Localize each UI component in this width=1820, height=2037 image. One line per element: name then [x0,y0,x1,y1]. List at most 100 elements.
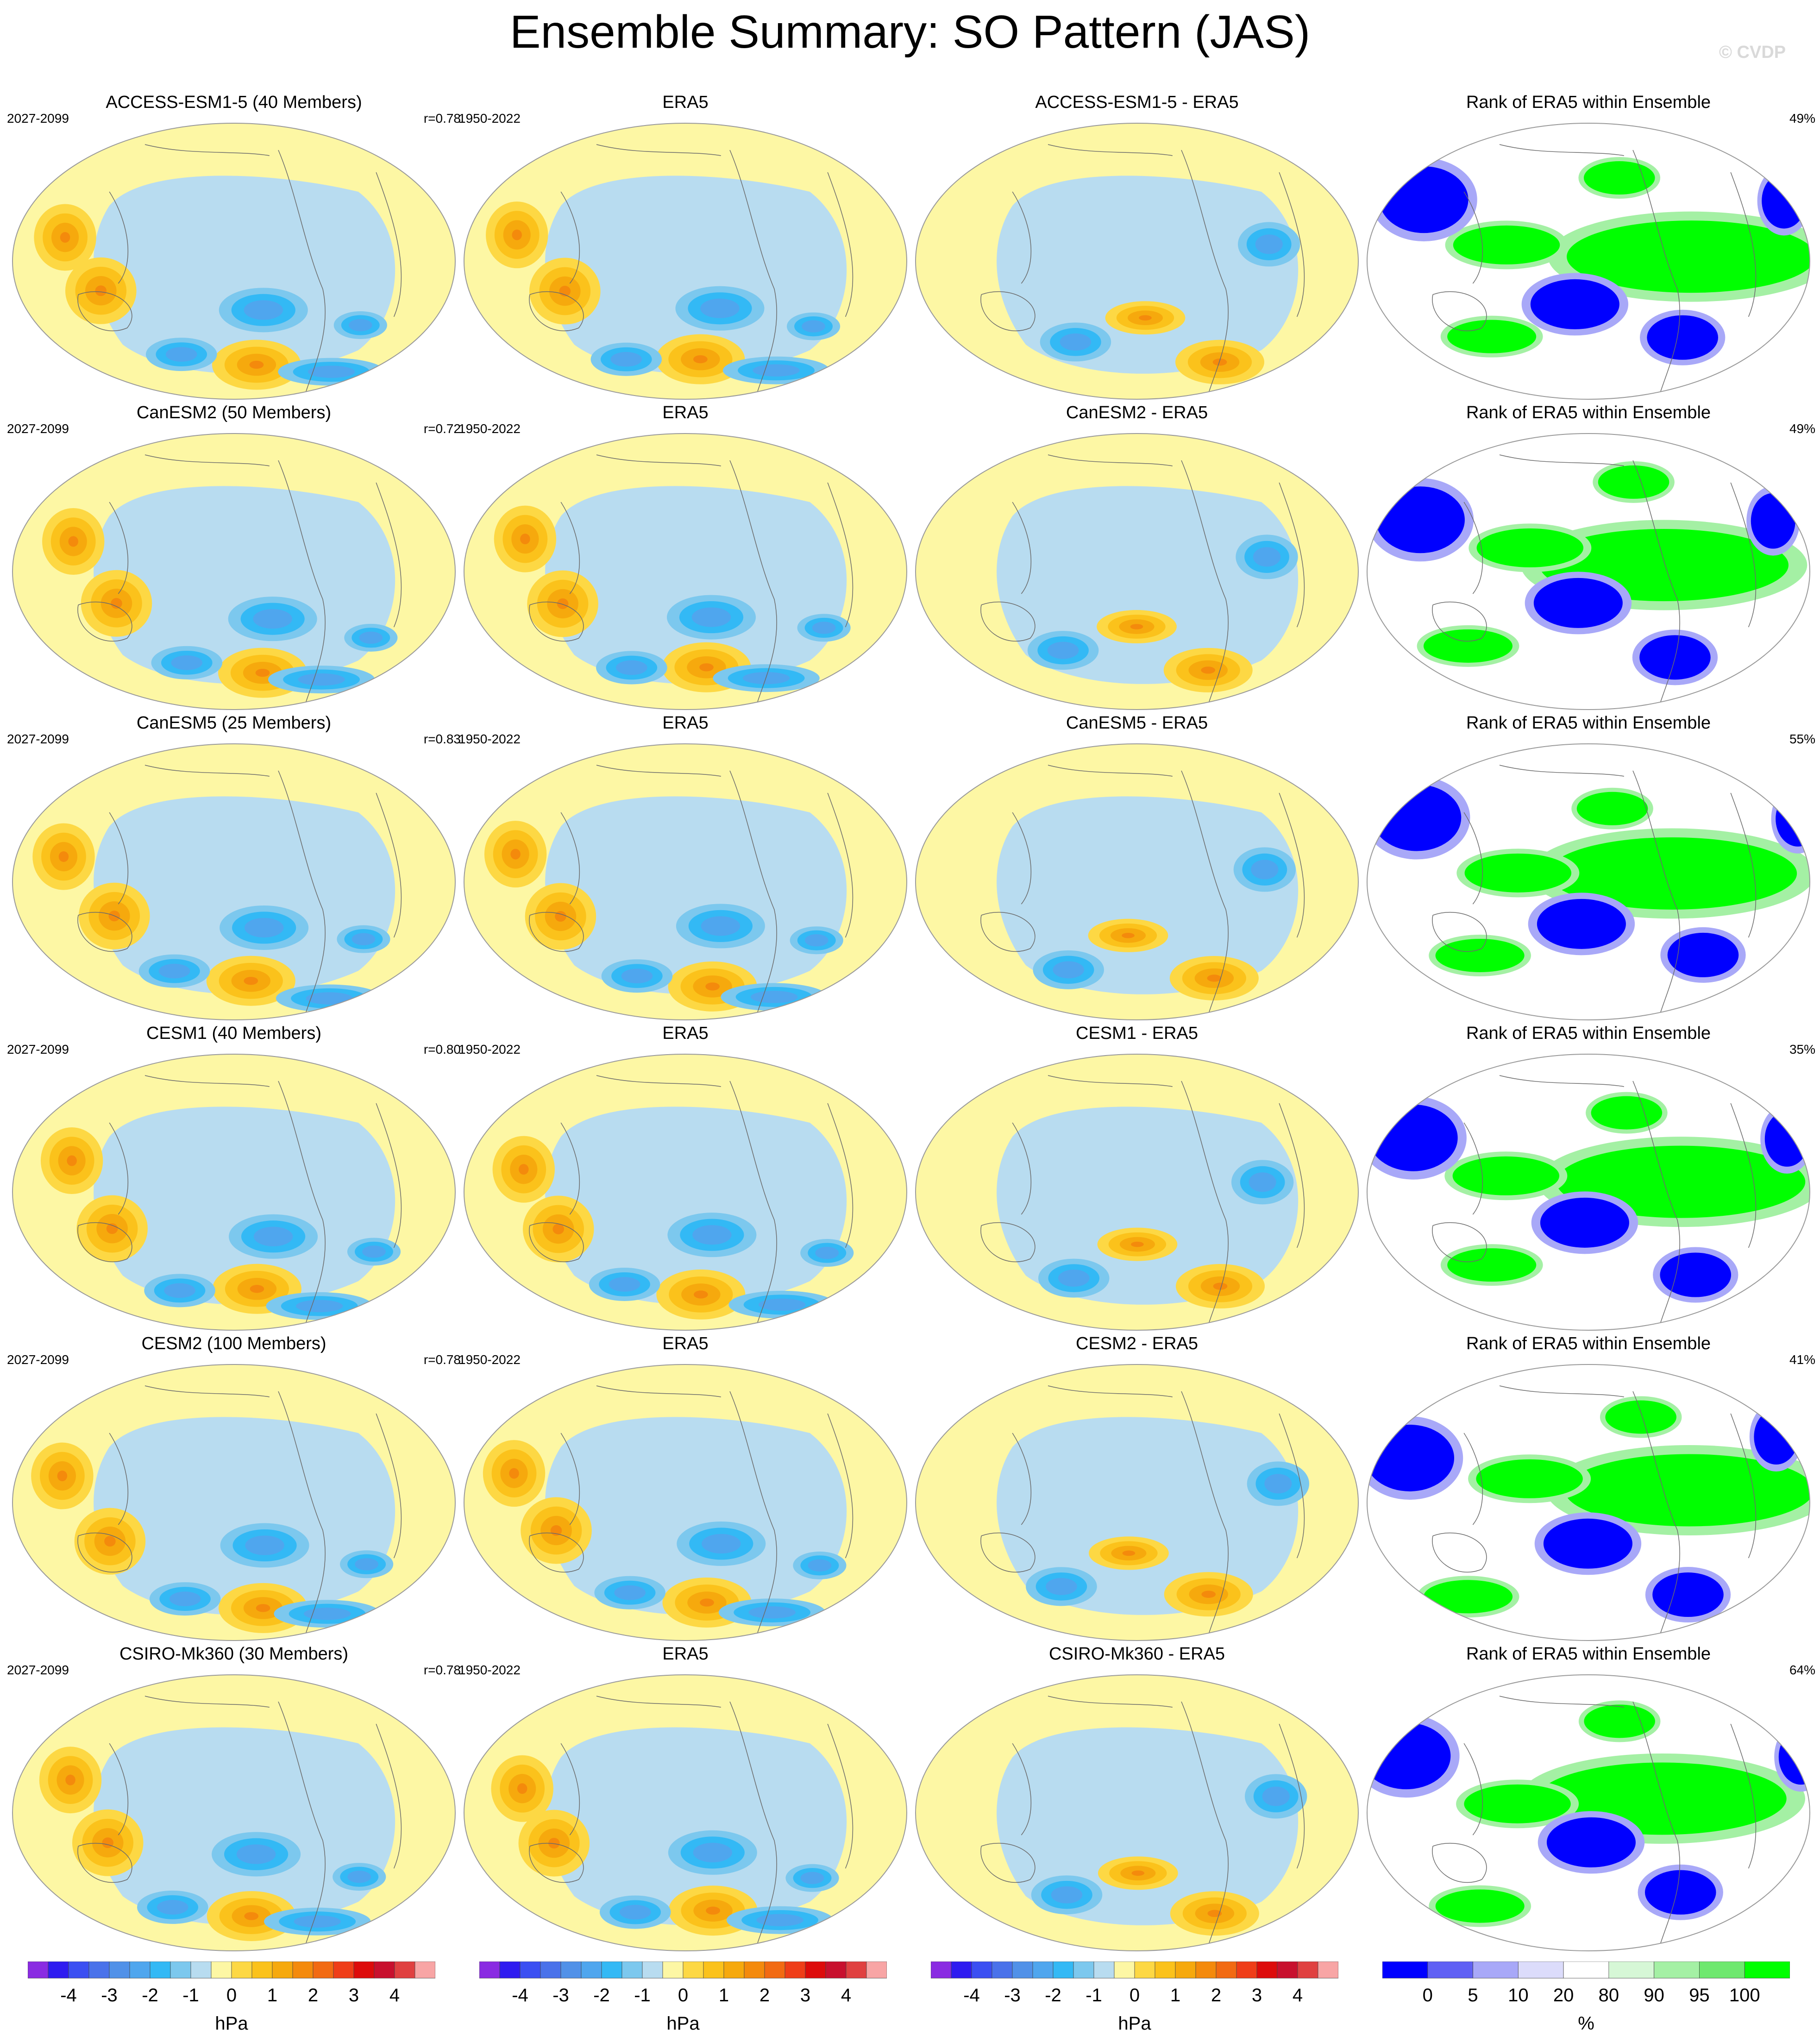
panel-period: 1950-2022 [458,1042,521,1056]
global-map [915,1054,1359,1331]
low-pressure-contour [1249,1172,1276,1192]
colorbar-swatch [313,1962,334,1979]
colorbar-tick-label: 2 [1211,1985,1221,2006]
panel-title: Rank of ERA5 within Ensemble [1466,1644,1711,1664]
high-pressure-contour [68,536,78,547]
global-map [1367,1054,1810,1331]
era5-panel: ERA5 1950-2022 [458,93,912,402]
global-map [1367,123,1810,400]
coastline-2 [529,291,584,331]
low-pressure-contour [245,1535,284,1555]
pattern-correlation: r=0.83 [423,732,461,746]
colorbar-swatch [1236,1962,1257,1979]
coastline-2 [980,1842,1036,1883]
coastline-0 [1632,1081,1680,1326]
coastline-3 [376,1103,402,1248]
coastline-0 [729,1391,777,1636]
colorbar-swatch [1382,1962,1428,1979]
colorbar-tick-label: -1 [182,1985,199,2006]
colorbar-swatch [581,1962,602,1979]
low-pressure-contour [355,1558,378,1571]
colorbar-tick-label: -4 [963,1985,980,2006]
global-map [464,123,907,400]
low-pressure-contour [804,934,828,947]
colorbar-tick-label: -3 [101,1985,118,2006]
panel-period: 2027-2099 [7,732,69,746]
colorbar-swatch [68,1962,89,1979]
low-pressure-contour [1255,234,1283,254]
coastline-2 [77,1842,132,1883]
high-pressure-contour [548,1837,560,1849]
low-pressure-contour [171,655,203,670]
colorbar-swatch [1318,1962,1338,1979]
high-pressure-contour [1131,1241,1144,1247]
coastline-0 [278,150,326,395]
coastline-0 [729,1701,777,1947]
high-pressure-contour [1201,666,1216,674]
rank-high-region [1567,220,1810,293]
colorbar-tick-label: 80 [1599,1985,1619,2006]
colorbar-rank: 0 5 10 20 80 90 95 100% [1382,1962,1790,2036]
rank-panel: Rank of ERA5 within Ensemble 55% [1362,713,1815,1023]
coastline-4 [596,144,721,156]
coastline-2 [980,912,1036,952]
colorbar-svg: -4 -3 -2 -1 0 1 2 3 4 [931,1962,1338,2006]
global-map [464,1674,907,1951]
colorbar-swatch [520,1962,541,1979]
coastline-3 [827,172,854,317]
coastline-0 [1181,1081,1229,1326]
coastline-4 [1499,765,1624,777]
coastline-1 [109,502,129,594]
colorbar-tick-label: 95 [1689,1985,1710,2006]
negative-anomaly-region [997,1107,1299,1305]
colorbar-tick-label: 2 [759,1985,770,2006]
low-pressure-contour [691,607,731,627]
negative-anomaly-region [545,176,847,374]
coastline-3 [1730,792,1757,938]
coastline-2 [529,912,584,952]
panel-period: 2027-2099 [7,421,69,436]
map-outline [915,1364,1359,1641]
high-pressure-contour [111,598,122,609]
colorbar-tick-label: 1 [267,1985,277,2006]
rank-low-region [1754,1409,1799,1465]
model-panel: CSIRO-Mk360 (30 Members) 2027-2099 r=0.78 [7,1644,461,1954]
panel-title: ERA5 [662,713,709,733]
colorbar-swatch [1473,1962,1519,1979]
rank-high-region [1435,1889,1525,1923]
coastline-1 [560,1122,580,1215]
colorbar-tick-label: 5 [1468,1985,1478,2006]
colorbar-swatch [1175,1962,1196,1979]
low-pressure-contour [1264,1474,1292,1494]
colorbar-swatch [1032,1962,1054,1979]
coastline-4 [144,454,270,466]
colorbar-swatch [1277,1962,1298,1979]
coastline-2 [77,601,132,641]
coastline-1 [1012,1122,1032,1215]
difference-panel: ACCESS-ESM1-5 - ERA5 [910,93,1364,402]
colorbar-swatch [479,1962,500,1979]
low-pressure-contour [348,319,372,332]
coastline-4 [596,454,721,466]
low-pressure-contour [748,1606,796,1619]
negative-anomaly-region [94,1107,395,1305]
high-pressure-contour [1130,624,1143,629]
rank-low-region [1543,1518,1632,1569]
colorbar-tick-label: 1 [1170,1985,1180,2006]
model-panel: CanESM5 (25 Members) 2027-2099 r=0.83 [7,713,461,1023]
rank-high-region [1464,1784,1571,1823]
coastline-0 [1181,1391,1229,1636]
coastline-2 [980,601,1036,641]
global-map [915,1674,1359,1951]
low-pressure-contour [619,1905,651,1920]
low-pressure-contour [236,1844,276,1864]
coastline-3 [827,482,854,628]
low-pressure-contour [1058,1270,1090,1287]
low-pressure-contour [610,352,642,367]
rank-high-region [1583,161,1655,195]
colorbar-tick-label: 0 [678,1985,688,2006]
global-map [915,123,1359,400]
panel-title: CanESM5 - ERA5 [1066,713,1208,733]
colorbar-swatch [170,1962,191,1979]
panel-title: ACCESS-ESM1-5 - ERA5 [1035,93,1239,112]
